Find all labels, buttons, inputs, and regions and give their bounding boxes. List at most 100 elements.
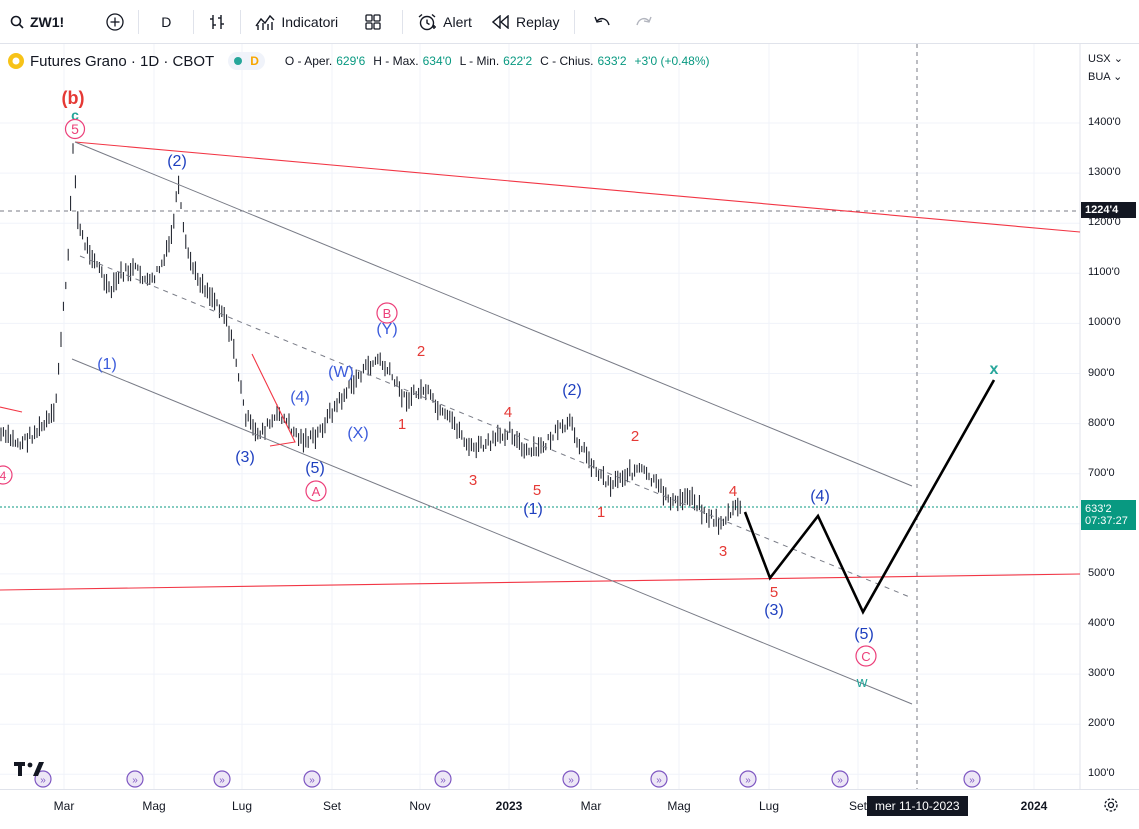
event-marker-glyph: » [40, 775, 46, 786]
price-axis-label: 400'0 [1088, 617, 1115, 629]
wave-label-B: B [383, 306, 392, 321]
price-axis-settings[interactable]: USX ⌄ BUA ⌄ [1088, 50, 1123, 86]
wave-label-X: (X) [347, 425, 368, 442]
wave-label-A: A [312, 484, 321, 499]
chevron-down-icon: ⌄ [1113, 53, 1123, 65]
unit-selector[interactable]: BUA ⌄ [1088, 71, 1123, 83]
time-axis-label: Nov [409, 799, 431, 813]
low-label: L - Min. [459, 54, 500, 68]
compare-button[interactable] [96, 0, 134, 44]
wave-label-4a: (4) [290, 389, 310, 406]
wave-label-4-left: 4 [0, 469, 7, 483]
price-axis-label: 1200'0 [1088, 216, 1121, 229]
upper-red-trendline[interactable] [74, 141, 1081, 233]
wave-label-c: c [71, 107, 79, 123]
low-value: 622'2 [503, 54, 533, 68]
layouts-button[interactable] [348, 0, 398, 44]
top-toolbar: ZW1! D Indicatori Alert Repl [0, 0, 1139, 44]
time-axis-label: 2024 [1020, 799, 1048, 813]
time-axis-label: Mag [142, 799, 166, 813]
time-axis-label: Set [322, 799, 342, 813]
last-price-tag: 633'2 07:37:27 [1081, 500, 1136, 530]
symbol-search-button[interactable]: ZW1! [0, 0, 74, 44]
price-axis-label: 700'0 [1088, 466, 1115, 479]
alarm-clock-icon [417, 13, 437, 31]
wave-label-3a: (3) [235, 449, 255, 466]
wave-label-r2b: 2 [631, 428, 639, 445]
left-red-segment[interactable] [0, 406, 23, 413]
chart-type-button[interactable] [198, 0, 236, 44]
toolbar-divider [573, 9, 575, 34]
wave-circle-4-left [0, 465, 13, 485]
wave-circle-A [305, 480, 327, 502]
wave-label-b: (b) [62, 88, 85, 108]
lower-red-trendline[interactable] [0, 573, 1081, 591]
alert-label: Alert [443, 13, 472, 30]
tradingview-logo[interactable] [14, 760, 46, 783]
market-open-dot-icon [234, 57, 243, 65]
wave-label-r4b: 4 [729, 483, 737, 500]
crosshair-date-tag: mer 11-10-2023 [867, 796, 968, 816]
event-marker-icon [303, 770, 321, 788]
event-marker-glyph: » [656, 775, 662, 786]
price-axis-label: 100'0 [1088, 767, 1115, 780]
close-label: C - Chius. [540, 54, 594, 68]
indicators-button[interactable]: Indicatori [245, 0, 348, 44]
chart-settings-button[interactable] [1103, 797, 1119, 818]
event-marker-glyph: » [440, 775, 446, 786]
event-markers: » » » » » » » » » » [34, 770, 981, 788]
legend-title[interactable]: Futures Grano · 1D · CBOT [30, 52, 215, 70]
price-axis-label: 1400'0 [1088, 116, 1121, 128]
wave-label-r1b: 1 [597, 504, 605, 521]
rewind-icon [491, 14, 510, 29]
channel-lower-line[interactable] [71, 358, 913, 705]
symbol-label: ZW1! [30, 13, 65, 30]
toolbar-divider [402, 9, 404, 34]
replay-button[interactable]: Replay [482, 0, 570, 44]
wave-label-3-proj: (3) [764, 602, 784, 619]
bar-countdown: 07:37:27 [1085, 515, 1128, 527]
close-value: 633'2 [597, 54, 627, 68]
undo-icon [593, 15, 611, 29]
event-marker-icon [34, 770, 52, 788]
alert-button[interactable]: Alert [407, 0, 482, 44]
price-axis-label: 900'0 [1088, 366, 1115, 379]
price-axis-label: 1000'0 [1088, 316, 1121, 329]
market-status-badge[interactable]: D [228, 52, 265, 70]
channel-mid-line[interactable] [79, 255, 913, 599]
price-axis-label: 500'0 [1088, 566, 1115, 579]
wave-label-1a: (1) [97, 356, 117, 373]
projection-path[interactable] [743, 379, 996, 615]
event-marker-glyph: » [745, 775, 751, 786]
wave-label-C: C [861, 649, 870, 664]
undo-button[interactable] [579, 0, 625, 44]
triangle-pattern[interactable] [251, 353, 296, 447]
event-marker-icon [213, 770, 231, 788]
wave-label-r5a: 5 [533, 482, 541, 499]
interval-button[interactable]: D [143, 0, 189, 44]
time-axis-label: Lug [231, 799, 253, 813]
time-axis[interactable]: Mar Mag Lug Set Nov 2023 Mar Mag Lug Set 2024 [0, 789, 1139, 829]
redo-button[interactable] [625, 0, 663, 44]
channel-upper-line[interactable] [74, 141, 913, 487]
wave-label-2b: (2) [562, 382, 582, 399]
event-marker-glyph: » [309, 775, 315, 786]
wave-circle-5 [64, 118, 86, 140]
currency-selector[interactable]: USX ⌄ [1088, 53, 1123, 65]
change-value: +3'0 (+0.48%) [634, 54, 710, 68]
chart-legend: Futures Grano · 1D · CBOT D O - Aper. 629… [8, 50, 714, 72]
wave-circle-B [376, 302, 398, 324]
replay-label: Replay [515, 13, 560, 30]
wave-label-r4a: 4 [504, 404, 512, 421]
price-chart[interactable]: (b) c 5 (2) (1) (3) (4) (5) A (W) (X) B … [0, 44, 1139, 789]
event-marker-glyph: » [969, 775, 975, 786]
wave-label-r1a: 1 [398, 416, 406, 433]
price-axis-label: 1100'0 [1088, 266, 1120, 279]
time-axis-label: Mag [667, 799, 691, 813]
plus-circle-icon [106, 12, 124, 31]
open-value: 629'6 [336, 54, 366, 68]
wave-circle-C [855, 645, 877, 667]
event-marker-glyph: » [132, 775, 138, 786]
time-axis-label: Lug [758, 799, 780, 813]
delayed-indicator: D [250, 54, 259, 68]
